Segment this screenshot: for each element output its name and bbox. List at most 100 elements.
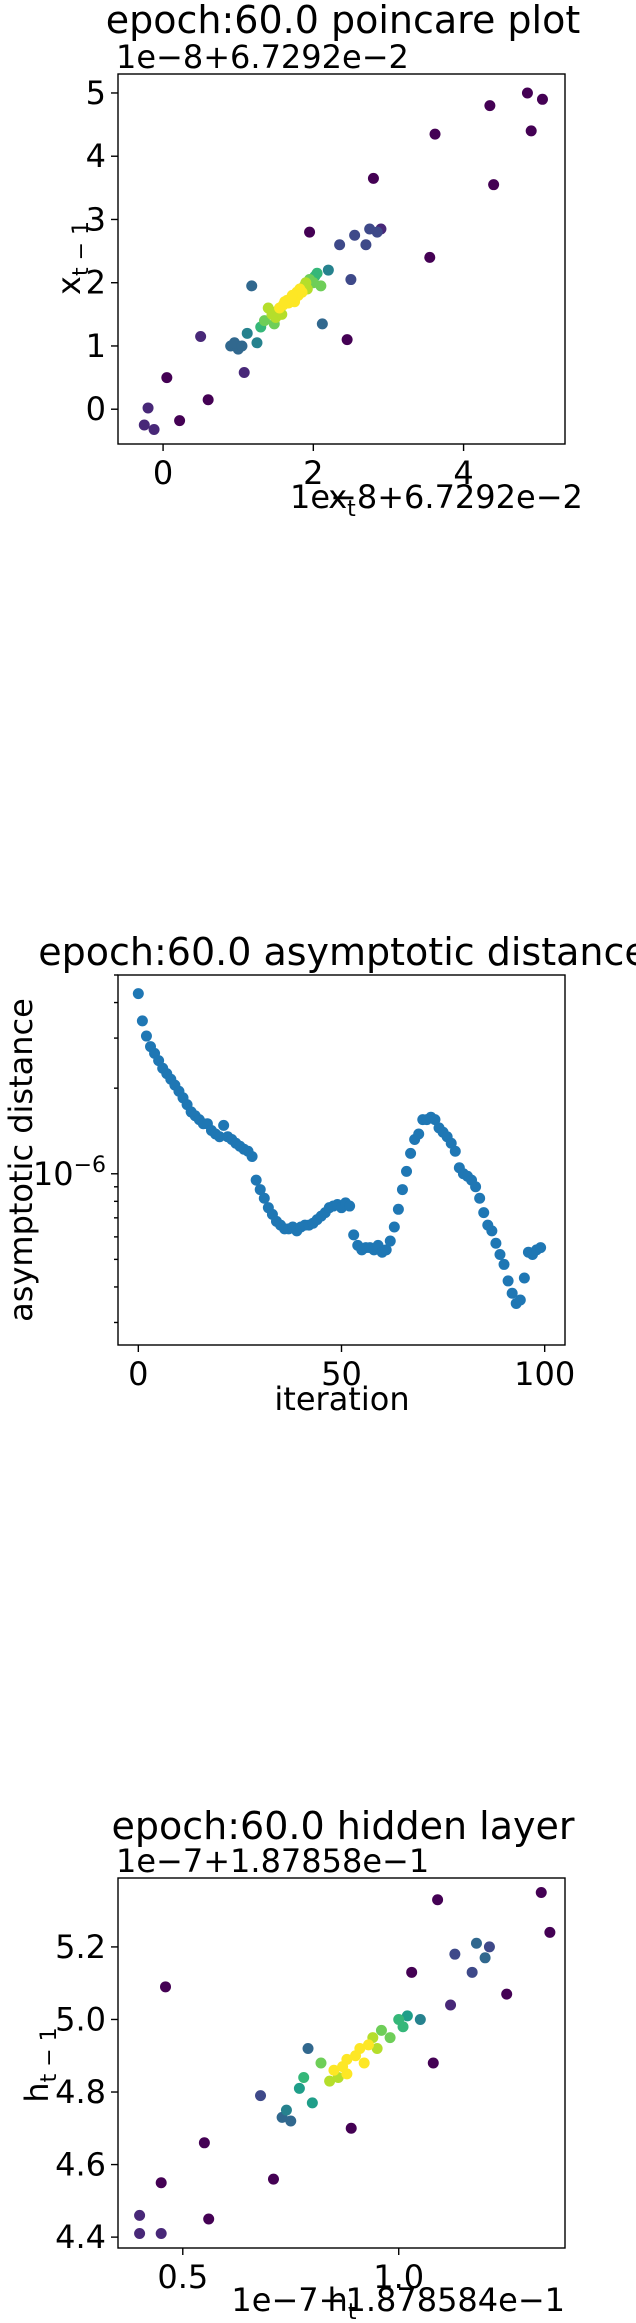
data-point — [525, 125, 537, 137]
data-point — [414, 2013, 426, 2025]
x-offset-text: 1e−8+6.7292e−2 — [290, 478, 583, 516]
data-point — [360, 239, 372, 251]
data-point — [136, 1015, 148, 1027]
data-point — [293, 2082, 305, 2094]
y-tick-label: 5 — [86, 74, 106, 112]
data-point — [518, 1272, 530, 1284]
data-point — [432, 1894, 444, 1906]
data-point — [371, 2042, 383, 2054]
data-point — [341, 334, 353, 346]
data-point — [322, 264, 334, 276]
data-point — [424, 251, 436, 263]
data-point — [324, 2075, 336, 2087]
data-point — [466, 1966, 478, 1978]
data-point — [470, 1937, 482, 1949]
x-axis-label-subscript: t — [347, 497, 356, 522]
data-point — [142, 402, 154, 414]
data-point — [358, 2057, 370, 2069]
y-tick-label: 10−6 — [33, 1153, 106, 1193]
y-axis: 10−6 — [33, 974, 118, 1324]
data-point — [345, 2122, 357, 2134]
data-point — [514, 1294, 526, 1306]
data-point — [470, 1181, 482, 1193]
data-point — [375, 2024, 387, 2036]
data-point — [445, 1999, 457, 2011]
data-point — [535, 1242, 547, 1254]
data-point — [328, 2064, 340, 2076]
y-tick-label: 1 — [86, 327, 106, 365]
data-point — [367, 172, 379, 184]
data-point — [203, 2213, 215, 2225]
data-point — [397, 2021, 409, 2033]
data-point — [429, 128, 441, 140]
plot-area — [117, 1877, 566, 2249]
x-tick-label: 0.5 — [157, 2258, 208, 2296]
y-tick-exponent: −6 — [74, 1153, 106, 1178]
y-tick-label: 4.8 — [55, 2073, 106, 2111]
data-point — [486, 1225, 498, 1237]
data-point — [345, 274, 357, 286]
data-point — [148, 423, 160, 435]
data-point — [349, 229, 361, 241]
data-point — [246, 280, 258, 292]
x-offset-text: 1e−7+1.878584e−1 — [231, 2281, 565, 2319]
data-point — [429, 1114, 441, 1126]
data-point — [238, 367, 250, 379]
data-point — [392, 1203, 404, 1215]
data-point — [304, 226, 316, 238]
data-point — [427, 2057, 439, 2069]
data-point — [138, 419, 150, 431]
y-tick-label: 3 — [86, 200, 106, 238]
x-axis-label-subscript: t — [348, 2300, 357, 2323]
x-axis: 0.5 1.0 — [157, 2248, 424, 2296]
data-point — [236, 340, 248, 352]
data-point — [250, 1174, 262, 1186]
data-point — [302, 2042, 314, 2054]
data-point — [155, 2177, 167, 2189]
data-point — [479, 1952, 491, 1964]
x-tick-label: 2 — [303, 454, 323, 492]
data-point — [306, 2097, 318, 2109]
data-point — [401, 2010, 413, 2022]
plot-area — [117, 974, 566, 1346]
data-point — [134, 2209, 146, 2221]
data-point — [498, 1258, 510, 1270]
data-point — [198, 2137, 210, 2149]
data-point — [348, 1229, 360, 1241]
y-tick-label: 5.0 — [55, 2000, 106, 2038]
y-axis-label: ht − 1 — [18, 2027, 62, 2102]
data-point — [298, 2072, 310, 2084]
data-point — [195, 330, 207, 342]
data-point — [258, 1192, 270, 1204]
x-axis: 0 50 100 — [128, 1345, 575, 1393]
data-point — [258, 315, 270, 327]
chart-title: epoch:60.0 poincare plot — [106, 0, 580, 42]
data-point — [174, 415, 186, 427]
data-point — [280, 2104, 292, 2116]
x-tick-label: 50 — [321, 1355, 362, 1393]
data-point — [380, 1244, 392, 1256]
y-tick-label: 2 — [86, 264, 106, 302]
data-point — [315, 2057, 327, 2069]
data-point — [494, 1249, 506, 1261]
data-point — [474, 1192, 486, 1204]
data-point — [490, 1237, 502, 1249]
data-point — [488, 179, 500, 191]
data-point — [134, 2227, 146, 2239]
data-point — [544, 1926, 556, 1938]
data-point — [405, 1147, 417, 1159]
y-axis-label-subscript: t − 1 — [37, 2027, 62, 2082]
hidden-layer-chart: epoch:60.0 hidden layer 1e−7+1.87858e−1 … — [18, 1804, 575, 2323]
chart-title: epoch:60.0 hidden layer — [112, 1804, 575, 1848]
data-point — [483, 1941, 495, 1953]
asymptotic-distance-chart: epoch:60.0 asymptotic distance 0 50 100 10… — [2, 930, 636, 1418]
x-tick-label: 0 — [128, 1355, 148, 1393]
data-point — [246, 1151, 258, 1163]
data-point — [536, 93, 548, 105]
data-point — [449, 1948, 461, 1960]
data-point — [285, 2115, 297, 2127]
x-tick-label: 0 — [153, 454, 173, 492]
data-point — [155, 2227, 167, 2239]
x-axis-label: iteration — [274, 1380, 409, 1418]
